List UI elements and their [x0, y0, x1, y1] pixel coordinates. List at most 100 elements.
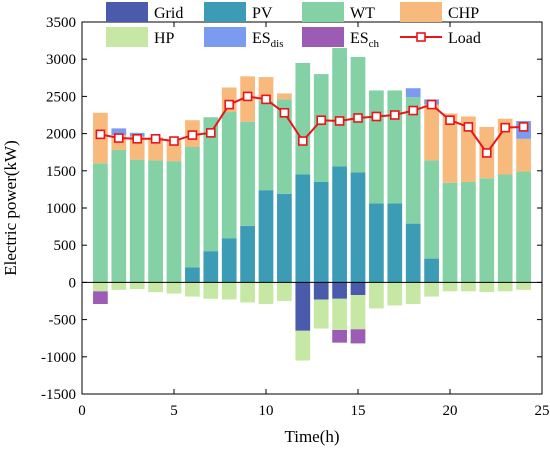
- legend-item-wt: WT: [302, 2, 375, 22]
- legend-swatch-pv: [204, 2, 246, 22]
- bar-hp-h23: [497, 282, 513, 292]
- point-load-h10: [261, 94, 271, 105]
- legend-swatch-es-ch: [302, 27, 344, 47]
- y-tick-label: 1500: [46, 164, 76, 180]
- bar-wt-h18: [405, 97, 421, 224]
- bar-pv-h10: [258, 190, 274, 283]
- bar-layer: [93, 48, 531, 361]
- y-tick-label: 1000: [46, 201, 76, 217]
- point-load-h13: [316, 115, 327, 126]
- y-tick-label: -1500: [41, 387, 76, 403]
- legend-label-grid: Grid: [154, 5, 183, 22]
- point-load-h4: [150, 134, 161, 144]
- bar-wt-h16: [369, 90, 384, 204]
- y-tick-label: -1000: [41, 350, 76, 366]
- legend-label-hp: HP: [154, 30, 175, 47]
- bar-hp-h4: [148, 282, 163, 293]
- line-load: [100, 95, 524, 155]
- bar-wt-h19: [424, 160, 439, 259]
- bar-wt-h12: [295, 62, 311, 175]
- y-tick-label: 2500: [46, 89, 76, 105]
- bar-wt-h11: [277, 99, 292, 194]
- x-tick-label: 5: [170, 403, 178, 419]
- bar-es-ch-h1: [93, 291, 108, 304]
- bar-pv-h18: [405, 223, 421, 283]
- legend-subscript-es-ch: ch: [369, 38, 380, 50]
- bar-wt-h6: [185, 146, 200, 268]
- x-tick-label: 10: [259, 403, 274, 419]
- bar-hp-h7: [203, 282, 219, 299]
- bar-wt-h8: [221, 112, 237, 239]
- point-load-h22: [481, 148, 492, 158]
- point-load-h21: [463, 122, 474, 132]
- y-tick-label: 0: [69, 275, 77, 291]
- bar-grid-h13: [313, 282, 329, 300]
- legend-item-es-ch: ESch: [302, 27, 380, 50]
- bar-hp-h24: [516, 282, 531, 290]
- y-axis-label: Electric power(kW): [1, 140, 20, 275]
- point-load-h3: [132, 134, 142, 144]
- bar-hp-h1: [93, 282, 108, 292]
- bar-hp-h3: [129, 282, 145, 290]
- bar-wt-h5: [166, 161, 182, 283]
- bar-hp-h15: [350, 295, 366, 330]
- legend-item-pv: PV: [204, 2, 273, 22]
- bar-wt-h20: [442, 182, 458, 283]
- bar-wt-h21: [461, 181, 476, 283]
- bar-pv-h11: [277, 193, 292, 283]
- point-load-h11: [279, 107, 290, 118]
- legend-label-pv: PV: [252, 5, 273, 22]
- legend-item-chp: CHP: [400, 2, 479, 22]
- legend-marker-load: [416, 32, 426, 42]
- bar-hp-h12: [295, 330, 311, 361]
- bar-pv-h13: [313, 181, 329, 283]
- y-tick-label: 3000: [46, 52, 76, 68]
- point-load-h8: [224, 99, 234, 110]
- bar-wt-h24: [516, 171, 531, 283]
- point-load-h24: [518, 122, 529, 132]
- legend-label-wt: WT: [350, 5, 375, 22]
- bar-chp-h19: [424, 104, 439, 161]
- x-tick-label: 0: [78, 403, 86, 419]
- bar-pv-h7: [203, 251, 219, 283]
- bar-wt-h7: [203, 117, 219, 252]
- bar-hp-h10: [258, 282, 274, 304]
- bar-hp-h18: [405, 282, 421, 304]
- bar-chp-h11: [277, 93, 292, 100]
- bar-pv-h8: [221, 238, 237, 283]
- bar-pv-h6: [185, 267, 200, 283]
- legend-item-load: Load: [400, 30, 481, 47]
- x-axis-label: Time(h): [284, 427, 339, 446]
- bar-wt-h23: [497, 174, 513, 283]
- bar-hp-h9: [240, 282, 255, 303]
- bar-es-ch-h14: [332, 330, 347, 343]
- bar-pv-h9: [240, 225, 255, 283]
- point-load-h19: [426, 99, 437, 110]
- bar-pv-h19: [424, 258, 439, 283]
- bar-chp-h24: [516, 138, 531, 172]
- bar-hp-h17: [387, 282, 403, 306]
- bar-pv-h16: [369, 203, 384, 283]
- bar-hp-h13: [313, 299, 329, 329]
- load-line-layer: [95, 91, 529, 158]
- bar-wt-h10: [258, 100, 274, 191]
- bar-wt-h22: [479, 178, 495, 283]
- bar-hp-h11: [277, 282, 292, 301]
- point-load-h15: [353, 113, 363, 123]
- point-load-h1: [95, 129, 106, 140]
- point-load-h23: [500, 122, 511, 133]
- bar-wt-h2: [111, 149, 127, 283]
- point-load-h5: [169, 136, 179, 146]
- point-load-h17: [389, 110, 400, 120]
- legend-label-load: Load: [448, 30, 481, 47]
- bar-wt-h1: [93, 163, 108, 283]
- y-tick-label: 500: [54, 238, 77, 254]
- legend-swatch-chp: [400, 2, 442, 22]
- x-tick-label: 25: [535, 403, 550, 419]
- bar-es-dis-h2: [111, 128, 127, 136]
- bar-grid-h12: [295, 282, 311, 331]
- bar-wt-h4: [148, 160, 163, 283]
- point-load-h12: [297, 136, 308, 146]
- legend-item-hp: HP: [106, 27, 175, 47]
